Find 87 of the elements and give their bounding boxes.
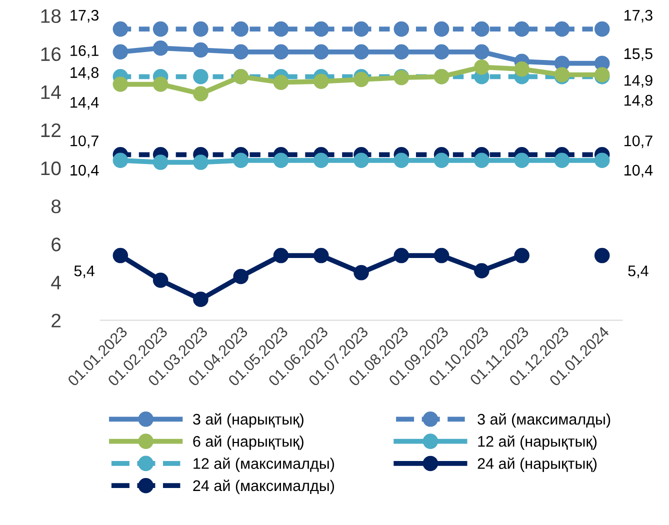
point <box>193 86 208 102</box>
data-label: 14,4 <box>70 97 99 110</box>
legend-label: 12 ай (нарықтық) <box>478 435 597 450</box>
point <box>233 44 248 60</box>
point <box>474 21 490 37</box>
y-tick-label: 12 <box>41 123 60 137</box>
legend-label: 3 ай (нарықтық) <box>193 413 304 428</box>
y-tick-label: 10 <box>41 161 61 176</box>
y-tick-label: 16 <box>41 47 61 62</box>
point <box>273 21 289 37</box>
point <box>152 154 168 170</box>
point <box>233 152 248 168</box>
data-label: 15,5 <box>624 48 652 61</box>
legend-label: 3 ай (максималды) <box>478 413 610 428</box>
point <box>112 152 128 168</box>
point <box>594 152 610 168</box>
point <box>354 21 369 37</box>
point <box>273 74 289 90</box>
point <box>152 21 168 37</box>
point <box>112 44 128 60</box>
point <box>474 152 490 168</box>
y-tick-label: 6 <box>52 238 61 252</box>
point <box>354 44 369 60</box>
y-tick-label: 2 <box>52 314 60 328</box>
data-label: 10,4 <box>624 164 653 178</box>
point <box>273 248 289 264</box>
legend-label: 24 ай (максималды) <box>193 480 334 494</box>
point <box>394 152 410 168</box>
point <box>233 268 248 284</box>
data-label: 14,8 <box>70 67 99 80</box>
point <box>554 21 570 37</box>
point <box>273 152 289 168</box>
legend-label: 12 ай (максималды) <box>194 457 334 472</box>
data-label: 10,7 <box>70 135 98 148</box>
point <box>474 263 490 278</box>
point <box>313 21 329 37</box>
data-label: 16,1 <box>70 45 98 58</box>
point <box>434 248 450 264</box>
point <box>233 21 248 37</box>
point <box>152 272 168 288</box>
point <box>193 21 208 37</box>
point <box>313 248 329 264</box>
point <box>474 59 490 75</box>
point <box>354 72 369 88</box>
point <box>193 154 208 170</box>
point <box>193 69 208 84</box>
y-tick-label: 14 <box>41 86 61 99</box>
point <box>594 248 610 264</box>
point <box>193 42 208 58</box>
data-label: 14,9 <box>624 74 652 88</box>
point <box>434 21 450 37</box>
point <box>273 44 289 60</box>
point <box>394 248 410 264</box>
point <box>394 21 410 37</box>
point <box>313 74 329 90</box>
legend-label: 24 ай (нарықтық) <box>478 457 597 472</box>
point <box>152 76 168 92</box>
y-tick-label: 18 <box>41 9 61 23</box>
point <box>313 152 329 168</box>
point <box>434 152 450 168</box>
point <box>514 61 530 77</box>
point <box>514 248 530 264</box>
point <box>514 152 530 168</box>
y-tick-label: 8 <box>51 200 61 214</box>
data-label: 17,3 <box>624 10 652 22</box>
point <box>554 152 570 168</box>
point <box>514 21 530 37</box>
point <box>112 248 128 264</box>
point <box>354 152 369 168</box>
point <box>354 265 369 280</box>
point <box>594 21 610 37</box>
point <box>313 44 329 60</box>
point <box>394 44 410 60</box>
point <box>434 44 450 60</box>
point <box>112 76 128 92</box>
data-label: 5,4 <box>74 266 94 278</box>
point <box>474 44 490 60</box>
data-label: 10,4 <box>70 164 99 178</box>
data-label: 14,8 <box>624 94 652 108</box>
data-label: 10,7 <box>624 135 652 148</box>
y-tick-label: 4 <box>51 276 61 290</box>
point <box>152 40 168 56</box>
point <box>193 292 208 307</box>
data-label: 5,4 <box>628 266 648 278</box>
point <box>112 21 128 37</box>
legend-label: 6 ай (нарықтық) <box>193 435 304 450</box>
data-label: 17,3 <box>70 10 99 22</box>
